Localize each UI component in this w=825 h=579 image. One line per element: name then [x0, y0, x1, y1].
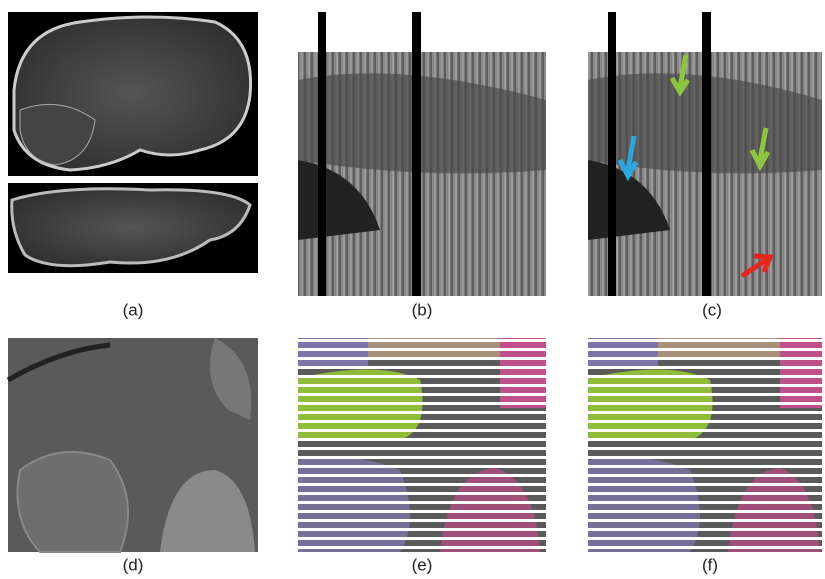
gap: [318, 12, 326, 296]
panel-label: (a): [123, 300, 144, 319]
artifact-stripes: [298, 338, 546, 552]
gap: [412, 12, 421, 296]
figure: (a) (b) (c) (d): [0, 0, 825, 579]
panel-f: (f): [588, 338, 822, 574]
panel-label: (d): [123, 555, 144, 574]
panel-c: (c): [588, 12, 822, 319]
panel-e: (e): [298, 338, 546, 574]
panel-a: (a): [8, 12, 258, 319]
panel-label: (f): [702, 555, 718, 574]
gap: [608, 12, 616, 296]
panel-b: (b): [298, 12, 546, 319]
panel-label: (c): [702, 300, 722, 319]
panel-d: (d): [8, 338, 258, 574]
artifact-stripes: [588, 338, 822, 552]
gyrus: [18, 452, 129, 552]
panel-label: (b): [412, 300, 433, 319]
background: [298, 12, 546, 52]
panel-label: (e): [412, 555, 433, 574]
gap: [702, 12, 711, 296]
